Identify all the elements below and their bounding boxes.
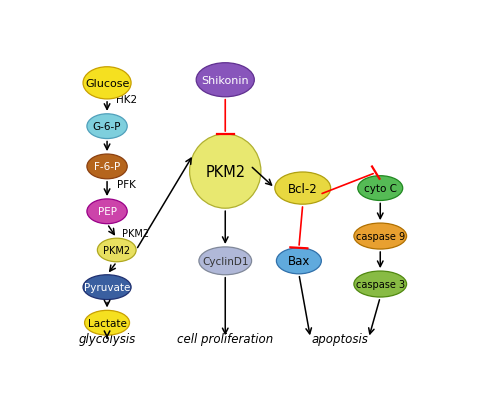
Ellipse shape <box>276 248 322 274</box>
Text: Lactate: Lactate <box>88 318 126 328</box>
Text: PEP: PEP <box>98 207 116 217</box>
Ellipse shape <box>98 239 136 262</box>
Text: Bcl-2: Bcl-2 <box>288 182 318 195</box>
Ellipse shape <box>275 172 330 205</box>
Ellipse shape <box>190 135 261 209</box>
Text: cyto C: cyto C <box>364 184 397 194</box>
Text: F-6-P: F-6-P <box>94 162 120 172</box>
Text: G-6-P: G-6-P <box>93 122 122 132</box>
Text: PKM2: PKM2 <box>205 164 246 179</box>
Text: HK2: HK2 <box>116 94 137 104</box>
Ellipse shape <box>199 247 252 275</box>
Ellipse shape <box>84 310 130 335</box>
Ellipse shape <box>358 176 403 201</box>
Text: glycolysis: glycolysis <box>78 332 136 345</box>
Text: apoptosis: apoptosis <box>311 332 368 345</box>
Ellipse shape <box>83 275 131 300</box>
Ellipse shape <box>83 68 131 100</box>
Ellipse shape <box>354 271 406 297</box>
Text: PFK: PFK <box>117 179 136 189</box>
Text: Bax: Bax <box>288 255 310 267</box>
Ellipse shape <box>196 63 254 97</box>
Text: PKM2: PKM2 <box>103 245 130 255</box>
Ellipse shape <box>354 223 406 249</box>
Text: Pyruvate: Pyruvate <box>84 282 130 292</box>
Text: caspase 9: caspase 9 <box>356 231 405 241</box>
Text: caspase 3: caspase 3 <box>356 279 405 289</box>
Text: Shikonin: Shikonin <box>202 75 249 85</box>
Ellipse shape <box>87 155 127 179</box>
Text: CyclinD1: CyclinD1 <box>202 256 248 266</box>
Text: PKM2: PKM2 <box>122 228 149 238</box>
Text: cell proliferation: cell proliferation <box>177 332 274 345</box>
Ellipse shape <box>87 199 127 224</box>
Text: Glucose: Glucose <box>85 79 129 89</box>
Ellipse shape <box>87 115 127 139</box>
